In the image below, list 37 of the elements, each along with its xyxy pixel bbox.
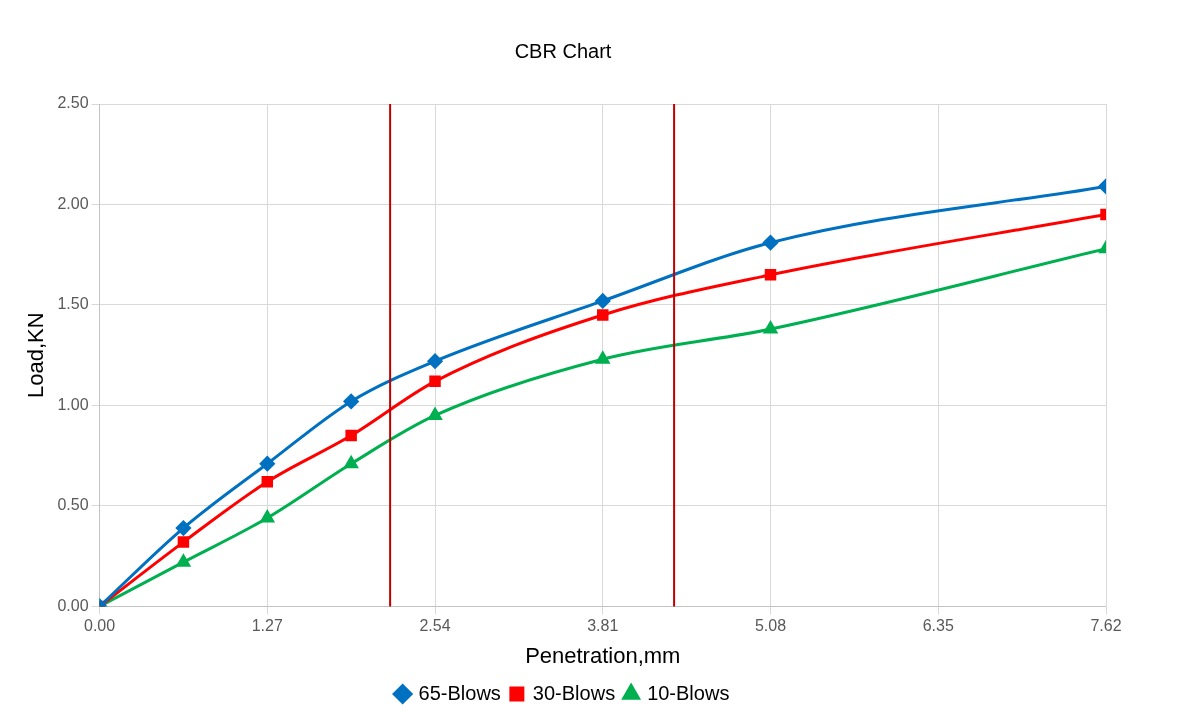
- point: [177, 536, 190, 548]
- x-tick-label: 3.81: [587, 617, 619, 635]
- point: [595, 293, 611, 309]
- x-tick-label: 7.62: [1090, 617, 1122, 635]
- point: [596, 351, 610, 364]
- point: [259, 456, 275, 472]
- x-tick-label: 5.08: [754, 617, 787, 635]
- point: [261, 476, 274, 488]
- point: [343, 393, 359, 409]
- y-axis-title: Load,KN: [23, 312, 49, 399]
- legend-label: 65-Blows: [418, 681, 501, 704]
- point: [428, 407, 442, 420]
- point: [344, 456, 358, 469]
- point: [176, 554, 191, 567]
- y-tick-label: 2.50: [57, 94, 89, 112]
- chart-title: CBR Chart: [514, 39, 612, 62]
- legend-label: 30-Blows: [532, 681, 616, 704]
- x-tick-label: 6.35: [922, 617, 954, 635]
- point: [345, 429, 357, 442]
- point: [260, 510, 274, 523]
- x-tick-label: 0.00: [83, 617, 116, 635]
- y-tick-label: 1.00: [57, 395, 89, 413]
- point: [763, 321, 778, 334]
- point: [597, 309, 609, 321]
- y-tick-label: 1.50: [57, 295, 89, 313]
- point: [429, 375, 441, 388]
- y-tick-label: 0.50: [57, 496, 89, 514]
- x-tick-label: 2.54: [419, 617, 451, 635]
- x-tick-label: 1.27: [251, 617, 283, 635]
- point: [175, 520, 191, 536]
- point: [763, 235, 779, 251]
- y-tick-label: 0.00: [57, 596, 89, 614]
- point: [764, 269, 777, 281]
- x-axis-title: Penetration,mm: [525, 642, 681, 668]
- y-tick-label: 2.00: [57, 194, 89, 212]
- point: [427, 353, 443, 369]
- legend-label: 10-Blows: [647, 681, 730, 704]
